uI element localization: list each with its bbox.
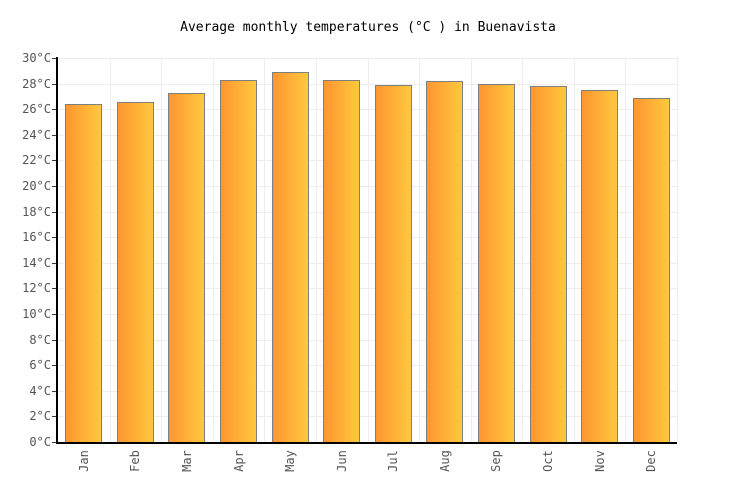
- y-gridline: [58, 135, 677, 136]
- x-gridline: [625, 58, 626, 442]
- y-axis-tick: [52, 160, 57, 161]
- bar-mar: [168, 93, 205, 442]
- x-axis-line: [56, 442, 677, 444]
- y-gridline: [58, 314, 677, 315]
- y-gridline: [58, 416, 677, 417]
- y-gridline: [58, 365, 677, 366]
- bar-nov: [581, 90, 618, 442]
- y-axis-label: 2°C: [29, 409, 51, 423]
- y-axis-tick: [52, 263, 57, 264]
- x-axis-label-jan: Jan: [77, 450, 91, 472]
- y-gridline: [58, 288, 677, 289]
- x-axis-label-aug: Aug: [438, 450, 452, 472]
- y-gridline: [58, 340, 677, 341]
- x-axis-label-mar: Mar: [180, 450, 194, 472]
- y-axis-tick: [52, 340, 57, 341]
- y-axis-label: 10°C: [22, 307, 51, 321]
- x-gridline: [419, 58, 420, 442]
- x-gridline: [316, 58, 317, 442]
- x-gridline: [368, 58, 369, 442]
- x-gridline: [264, 58, 265, 442]
- x-axis-label-dec: Dec: [644, 450, 658, 472]
- y-gridline: [58, 109, 677, 110]
- y-axis-tick: [52, 391, 57, 392]
- bar-sep: [478, 84, 515, 442]
- y-axis-label: 4°C: [29, 384, 51, 398]
- y-axis-tick: [52, 237, 57, 238]
- y-axis-label: 24°C: [22, 128, 51, 142]
- bar-feb: [117, 102, 154, 442]
- y-axis-label: 16°C: [22, 230, 51, 244]
- y-axis-tick: [52, 314, 57, 315]
- y-gridline: [58, 212, 677, 213]
- y-axis-tick: [52, 288, 57, 289]
- y-gridline: [58, 160, 677, 161]
- bar-aug: [426, 81, 463, 442]
- y-axis-label: 22°C: [22, 153, 51, 167]
- y-axis-label: 0°C: [29, 435, 51, 449]
- x-gridline: [161, 58, 162, 442]
- x-axis-label-may: May: [283, 450, 297, 472]
- y-axis-tick: [52, 212, 57, 213]
- x-gridline: [213, 58, 214, 442]
- y-gridline: [58, 84, 677, 85]
- y-axis-tick: [52, 84, 57, 85]
- y-axis-line: [56, 57, 58, 444]
- y-axis-label: 14°C: [22, 256, 51, 270]
- x-gridline: [471, 58, 472, 442]
- y-axis-label: 6°C: [29, 358, 51, 372]
- y-axis-tick: [52, 416, 57, 417]
- y-gridline: [58, 186, 677, 187]
- plot-right-border: [677, 58, 678, 442]
- bar-apr: [220, 80, 257, 442]
- y-axis-label: 18°C: [22, 205, 51, 219]
- y-axis-tick: [52, 58, 57, 59]
- x-axis-label-feb: Feb: [128, 450, 142, 472]
- x-axis-label-oct: Oct: [541, 450, 555, 472]
- bar-dec: [633, 98, 670, 442]
- y-axis-tick: [52, 365, 57, 366]
- y-axis-tick: [52, 109, 57, 110]
- y-axis-label: 8°C: [29, 333, 51, 347]
- y-gridline: [58, 237, 677, 238]
- x-gridline: [522, 58, 523, 442]
- x-axis-label-jun: Jun: [335, 450, 349, 472]
- y-axis-tick: [52, 186, 57, 187]
- bar-may: [272, 72, 309, 442]
- bar-jan: [65, 104, 102, 442]
- bar-jun: [323, 80, 360, 442]
- y-axis-tick: [52, 442, 57, 443]
- y-axis-label: 12°C: [22, 281, 51, 295]
- bar-jul: [375, 85, 412, 442]
- x-axis-label-apr: Apr: [232, 450, 246, 472]
- x-axis-label-jul: Jul: [386, 450, 400, 472]
- y-axis-label: 20°C: [22, 179, 51, 193]
- x-gridline: [110, 58, 111, 442]
- y-gridline: [58, 263, 677, 264]
- y-axis-label: 28°C: [22, 77, 51, 91]
- x-axis-label-sep: Sep: [489, 450, 503, 472]
- x-axis-label-nov: Nov: [593, 450, 607, 472]
- y-axis-label: 30°C: [22, 51, 51, 65]
- y-gridline: [58, 391, 677, 392]
- chart-title: Average monthly temperatures (°C ) in Bu…: [180, 20, 556, 35]
- y-axis-label: 26°C: [22, 102, 51, 116]
- bar-oct: [530, 86, 567, 442]
- y-axis-tick: [52, 135, 57, 136]
- x-gridline: [574, 58, 575, 442]
- y-gridline: [58, 58, 677, 59]
